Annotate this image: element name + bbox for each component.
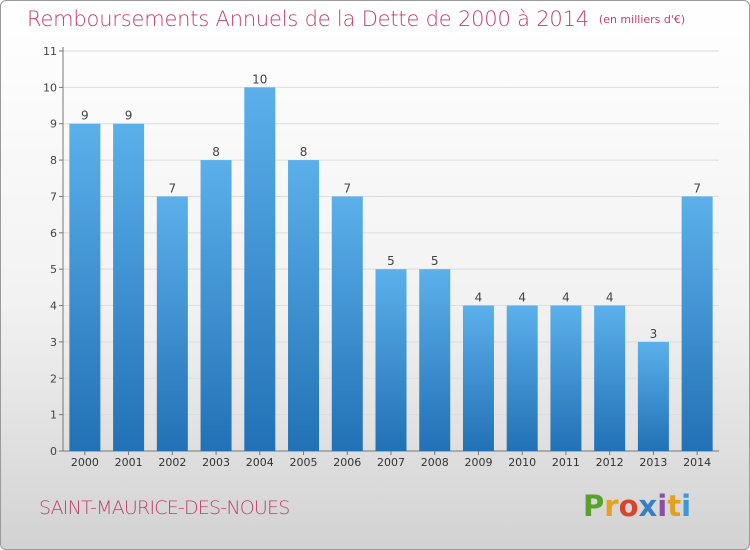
logo-letter: t bbox=[667, 489, 682, 523]
logo-letter: x bbox=[638, 489, 658, 523]
value-label-2006: 7 bbox=[343, 181, 351, 195]
x-tick-label-2011: 2011 bbox=[552, 456, 580, 469]
y-tick-label: 9 bbox=[50, 118, 57, 131]
logo-letter: o bbox=[618, 489, 639, 523]
x-tick-label-2009: 2009 bbox=[464, 456, 492, 469]
bar-2004 bbox=[244, 87, 276, 451]
bar-2010 bbox=[506, 305, 538, 451]
x-tick-label-2000: 2000 bbox=[71, 456, 99, 469]
x-tick-label-2005: 2005 bbox=[290, 456, 318, 469]
title-unit: (en milliers d'€) bbox=[598, 13, 686, 26]
chart-title: Remboursements Annuels de la Dette de 20… bbox=[27, 7, 685, 31]
bar-2001 bbox=[113, 123, 145, 452]
bar-2002 bbox=[156, 196, 188, 451]
bar-2014 bbox=[681, 196, 713, 451]
value-label-2004: 10 bbox=[252, 72, 267, 86]
x-tick-label-2010: 2010 bbox=[508, 456, 536, 469]
title-text: Remboursements Annuels de la Dette de 20… bbox=[27, 7, 589, 31]
y-tick-label: 3 bbox=[50, 336, 57, 349]
value-label-2000: 9 bbox=[81, 109, 89, 123]
value-label-2005: 8 bbox=[300, 145, 308, 159]
bar-2006 bbox=[331, 196, 363, 451]
y-tick-label: 11 bbox=[43, 45, 57, 58]
value-label-2007: 5 bbox=[387, 254, 395, 268]
value-label-2003: 8 bbox=[212, 145, 220, 159]
bar-2012 bbox=[594, 305, 626, 451]
y-tick-label: 0 bbox=[50, 445, 57, 458]
bar-2008 bbox=[419, 269, 451, 451]
value-label-2008: 5 bbox=[431, 254, 439, 268]
x-tick-label-2013: 2013 bbox=[639, 456, 667, 469]
value-label-2001: 9 bbox=[125, 109, 133, 123]
y-tick-label: 5 bbox=[50, 263, 57, 276]
value-label-2011: 4 bbox=[562, 291, 570, 305]
value-label-2012: 4 bbox=[606, 291, 614, 305]
y-tick-label: 7 bbox=[50, 190, 57, 203]
y-tick-label: 1 bbox=[50, 409, 57, 422]
x-tick-label-2001: 2001 bbox=[115, 456, 143, 469]
logo-letter: i bbox=[681, 489, 692, 523]
x-tick-label-2004: 2004 bbox=[246, 456, 274, 469]
y-tick-label: 4 bbox=[50, 300, 57, 313]
bar-2009 bbox=[462, 305, 494, 451]
value-labels: 9 9 7 8 10 8 7 5 5 4 4 4 4 3 7 bbox=[81, 72, 701, 341]
y-tick-label: 2 bbox=[50, 372, 57, 385]
value-label-2009: 4 bbox=[475, 291, 483, 305]
x-tick-label-2014: 2014 bbox=[683, 456, 711, 469]
commune-name: SAINT-MAURICE-DES-NOUES bbox=[39, 497, 290, 519]
logo-letter: r bbox=[604, 489, 619, 523]
logo-letter: i bbox=[657, 489, 668, 523]
bar-2000 bbox=[69, 123, 101, 452]
logo-letter: P bbox=[583, 489, 605, 523]
bar-2005 bbox=[288, 160, 320, 451]
y-tick-label: 6 bbox=[50, 227, 57, 240]
value-label-2010: 4 bbox=[518, 291, 526, 305]
bar-2013 bbox=[637, 341, 669, 451]
x-tick-label-2003: 2003 bbox=[202, 456, 230, 469]
bar-2011 bbox=[550, 305, 582, 451]
bar-2007 bbox=[375, 269, 407, 451]
value-label-2014: 7 bbox=[693, 181, 701, 195]
x-tick-labels: 2000 2001 2002 2003 2004 2005 2006 2007 2008 2009… bbox=[71, 456, 711, 469]
value-label-2013: 3 bbox=[650, 327, 658, 341]
x-tick-label-2008: 2008 bbox=[421, 456, 449, 469]
bar-2003 bbox=[200, 160, 232, 451]
proxiti-logo: Proxiti bbox=[583, 489, 691, 523]
x-tick-label-2006: 2006 bbox=[333, 456, 361, 469]
y-tick-labels: 0 1 2 3 4 5 6 7 8 9 10 11 bbox=[43, 45, 57, 458]
x-tick-label-2012: 2012 bbox=[596, 456, 624, 469]
x-tick-label-2007: 2007 bbox=[377, 456, 405, 469]
y-tick-label: 10 bbox=[43, 81, 57, 94]
y-tick-label: 8 bbox=[50, 154, 57, 167]
value-label-2002: 7 bbox=[169, 181, 177, 195]
x-tick-label-2002: 2002 bbox=[158, 456, 186, 469]
bars bbox=[69, 87, 713, 452]
